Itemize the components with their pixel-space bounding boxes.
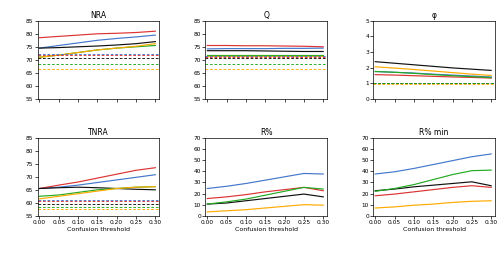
Title: NRA: NRA — [90, 11, 106, 20]
X-axis label: Confusion threshold: Confusion threshold — [235, 227, 298, 232]
Title: R%: R% — [260, 128, 272, 137]
Title: Q: Q — [264, 11, 269, 20]
Title: φ: φ — [432, 11, 436, 20]
Title: R% min: R% min — [420, 128, 449, 137]
X-axis label: Confusion threshold: Confusion threshold — [402, 227, 466, 232]
X-axis label: Confusion threshold: Confusion threshold — [67, 227, 130, 232]
Title: TNRA: TNRA — [88, 128, 108, 137]
